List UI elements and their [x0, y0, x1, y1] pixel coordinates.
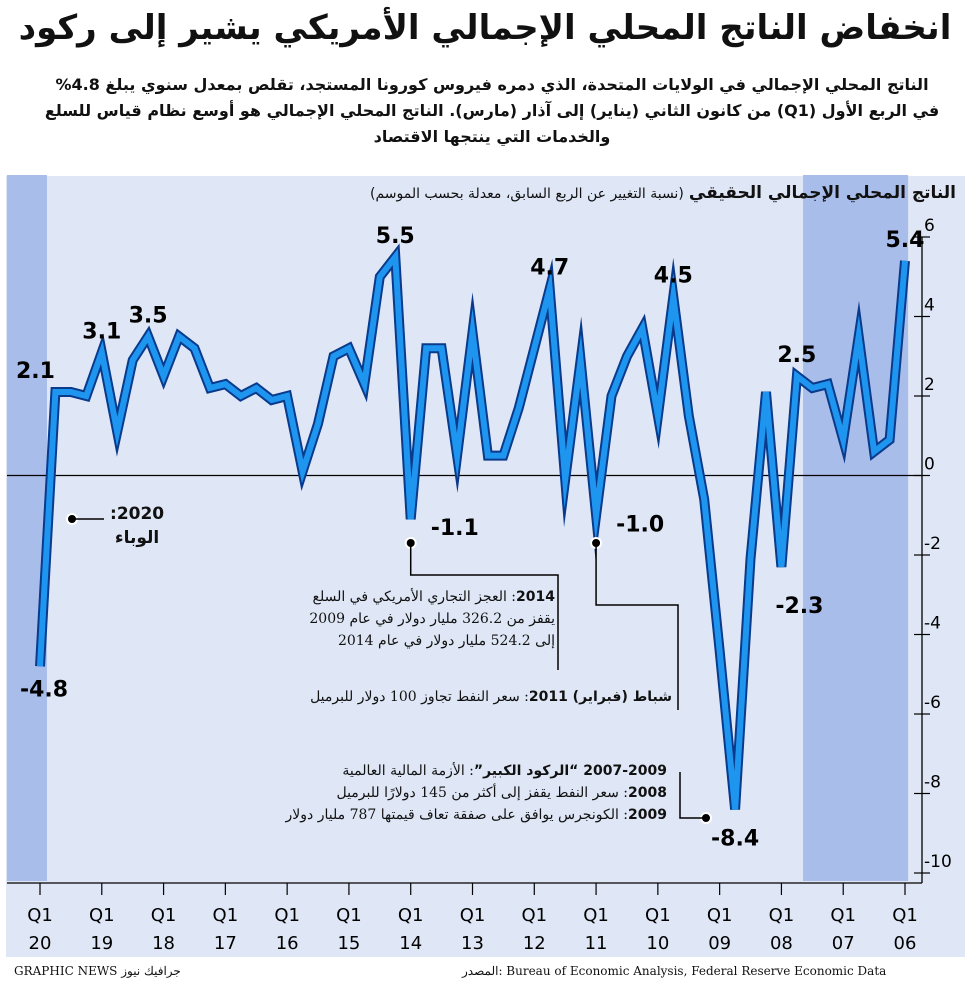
annotation-2008-text: : سعر النفط يقفز إلى أكثر من 145 دولارًا…: [336, 785, 629, 801]
y-tick-label: 4: [924, 296, 935, 316]
x-tick-label-quarter: Q1: [89, 905, 115, 926]
annotation-trade-year: 2014: [516, 589, 555, 605]
annotation-recession-text: : الأزمة المالية العالمية: [342, 763, 474, 779]
annotation-oil-text: : سعر النفط تجاوز 100 دولار للبرميل: [310, 689, 529, 705]
data-label: 4.5: [654, 264, 693, 289]
annotation-recession-years: 2007-2009: [583, 763, 667, 779]
annotation-2008-year: 2008: [628, 785, 667, 801]
x-tick-label-year: 10: [646, 933, 669, 954]
x-tick-label-year: 06: [894, 933, 917, 954]
trade-2014-leader: [409, 543, 559, 670]
chart-title: الناتج المحلي الإجمالي الحقيقي (نسبة الت…: [370, 183, 956, 203]
x-tick-label-year: 19: [90, 933, 113, 954]
data-label: -8.4: [711, 826, 759, 851]
x-tick-label-quarter: Q1: [521, 905, 547, 926]
oil-2011-leader: [595, 543, 679, 710]
footer-source: المصدر: Bureau of Economic Analysis, Fed…: [462, 964, 887, 978]
x-tick-label-quarter: Q1: [213, 905, 239, 926]
data-label: 2.1: [16, 359, 55, 384]
x-tick-label-year: 20: [29, 933, 52, 954]
x-tick-label-year: 08: [770, 933, 793, 954]
annotation-pandemic: 2020: الوباء: [110, 502, 164, 550]
annotation-trade-line3: إلى 524.2 مليار دولار في عام 2014: [337, 633, 555, 649]
x-tick-label-year: 12: [523, 933, 546, 954]
y-tick-label: -2: [924, 534, 941, 554]
x-tick-label-year: 14: [399, 933, 422, 954]
annotation-trade-line2: يقفز من 326.2 مليار دولار في عام 2009: [309, 611, 555, 627]
annotation-oil-year: شباط (فبراير) 2011: [528, 689, 672, 705]
annotation-2009-text: : الكونجرس يوافق على صفقة تعاف قيمتها 78…: [285, 807, 629, 823]
x-tick-label-year: 16: [276, 933, 299, 954]
data-label: -1.1: [431, 516, 479, 541]
y-tick-label: -8: [924, 773, 941, 793]
x-tick-label-year: 13: [461, 933, 484, 954]
x-tick-label-quarter: Q1: [151, 905, 177, 926]
y-tick-label: 2: [924, 375, 935, 395]
x-tick-label-quarter: Q1: [460, 905, 486, 926]
x-tick-label-quarter: Q1: [707, 905, 733, 926]
chart-subtitle: (نسبة التغيير عن الربع السابق، معدلة بحس…: [369, 186, 684, 202]
x-tick-label-quarter: Q1: [830, 905, 856, 926]
data-label: -1.0: [616, 512, 664, 537]
x-tick-label-year: 17: [214, 933, 237, 954]
y-tick-label: -6: [924, 693, 941, 713]
annotation-2009-year: 2009: [628, 807, 667, 823]
x-tick-label-quarter: Q1: [336, 905, 362, 926]
y-tick-label: 0: [924, 455, 935, 475]
data-label: 5.4: [886, 228, 925, 253]
intro-text: الناتج المحلي الإجمالي في الولايات المتح…: [44, 75, 940, 146]
x-tick-label-year: 15: [337, 933, 360, 954]
x-tick-label-year: 09: [708, 933, 731, 954]
x-tick-label-quarter: Q1: [583, 905, 609, 926]
data-label: 4.7: [530, 256, 569, 281]
data-label: 3.5: [129, 303, 168, 328]
recession-leader: [679, 772, 706, 819]
data-label: 2.5: [777, 343, 816, 368]
annotation-trade-2014: 2014: العجز التجاري الأمريكي في السلع يق…: [309, 586, 555, 652]
shaded-recession-2007-2009: [803, 175, 909, 881]
y-tick-label: 6: [924, 216, 935, 236]
x-tick-label-quarter: Q1: [892, 905, 918, 926]
x-tick-label-quarter: Q1: [398, 905, 424, 926]
x-tick-label-year: 18: [152, 933, 175, 954]
footer-credit: GRAPHIC NEWS جرافيك نيوز: [14, 964, 181, 978]
x-tick-label-quarter: Q1: [274, 905, 300, 926]
annotation-recession-name: “الركود الكبير”: [473, 763, 584, 779]
data-label: 3.1: [82, 319, 121, 344]
y-tick-label: -10: [924, 852, 952, 872]
x-tick-label-year: 07: [832, 933, 855, 954]
annotation-recession: 2007-2009 “الركود الكبير”: الأزمة المالي…: [286, 760, 667, 826]
x-tick-label-year: 11: [585, 933, 608, 954]
data-label: -2.3: [775, 594, 823, 619]
annotation-pandemic-label: الوباء: [114, 528, 160, 548]
chart-title-main: الناتج المحلي الإجمالي الحقيقي: [688, 183, 956, 203]
page-title: انخفاض الناتج المحلي الإجمالي الأمريكي ي…: [18, 8, 952, 48]
data-label: 5.5: [376, 224, 415, 249]
x-tick-label-quarter: Q1: [645, 905, 671, 926]
annotation-oil-2011: شباط (فبراير) 2011: سعر النفط تجاوز 100 …: [310, 686, 672, 708]
shaded-pandemic-2020: [7, 175, 47, 881]
x-tick-label-quarter: Q1: [769, 905, 795, 926]
annotation-pandemic-year: 2020:: [110, 504, 165, 524]
data-label: -4.8: [20, 677, 68, 702]
annotation-trade-line1: : العجز التجاري الأمريكي في السلع: [312, 589, 517, 605]
x-tick-label-quarter: Q1: [27, 905, 53, 926]
y-tick-label: -4: [924, 614, 941, 634]
